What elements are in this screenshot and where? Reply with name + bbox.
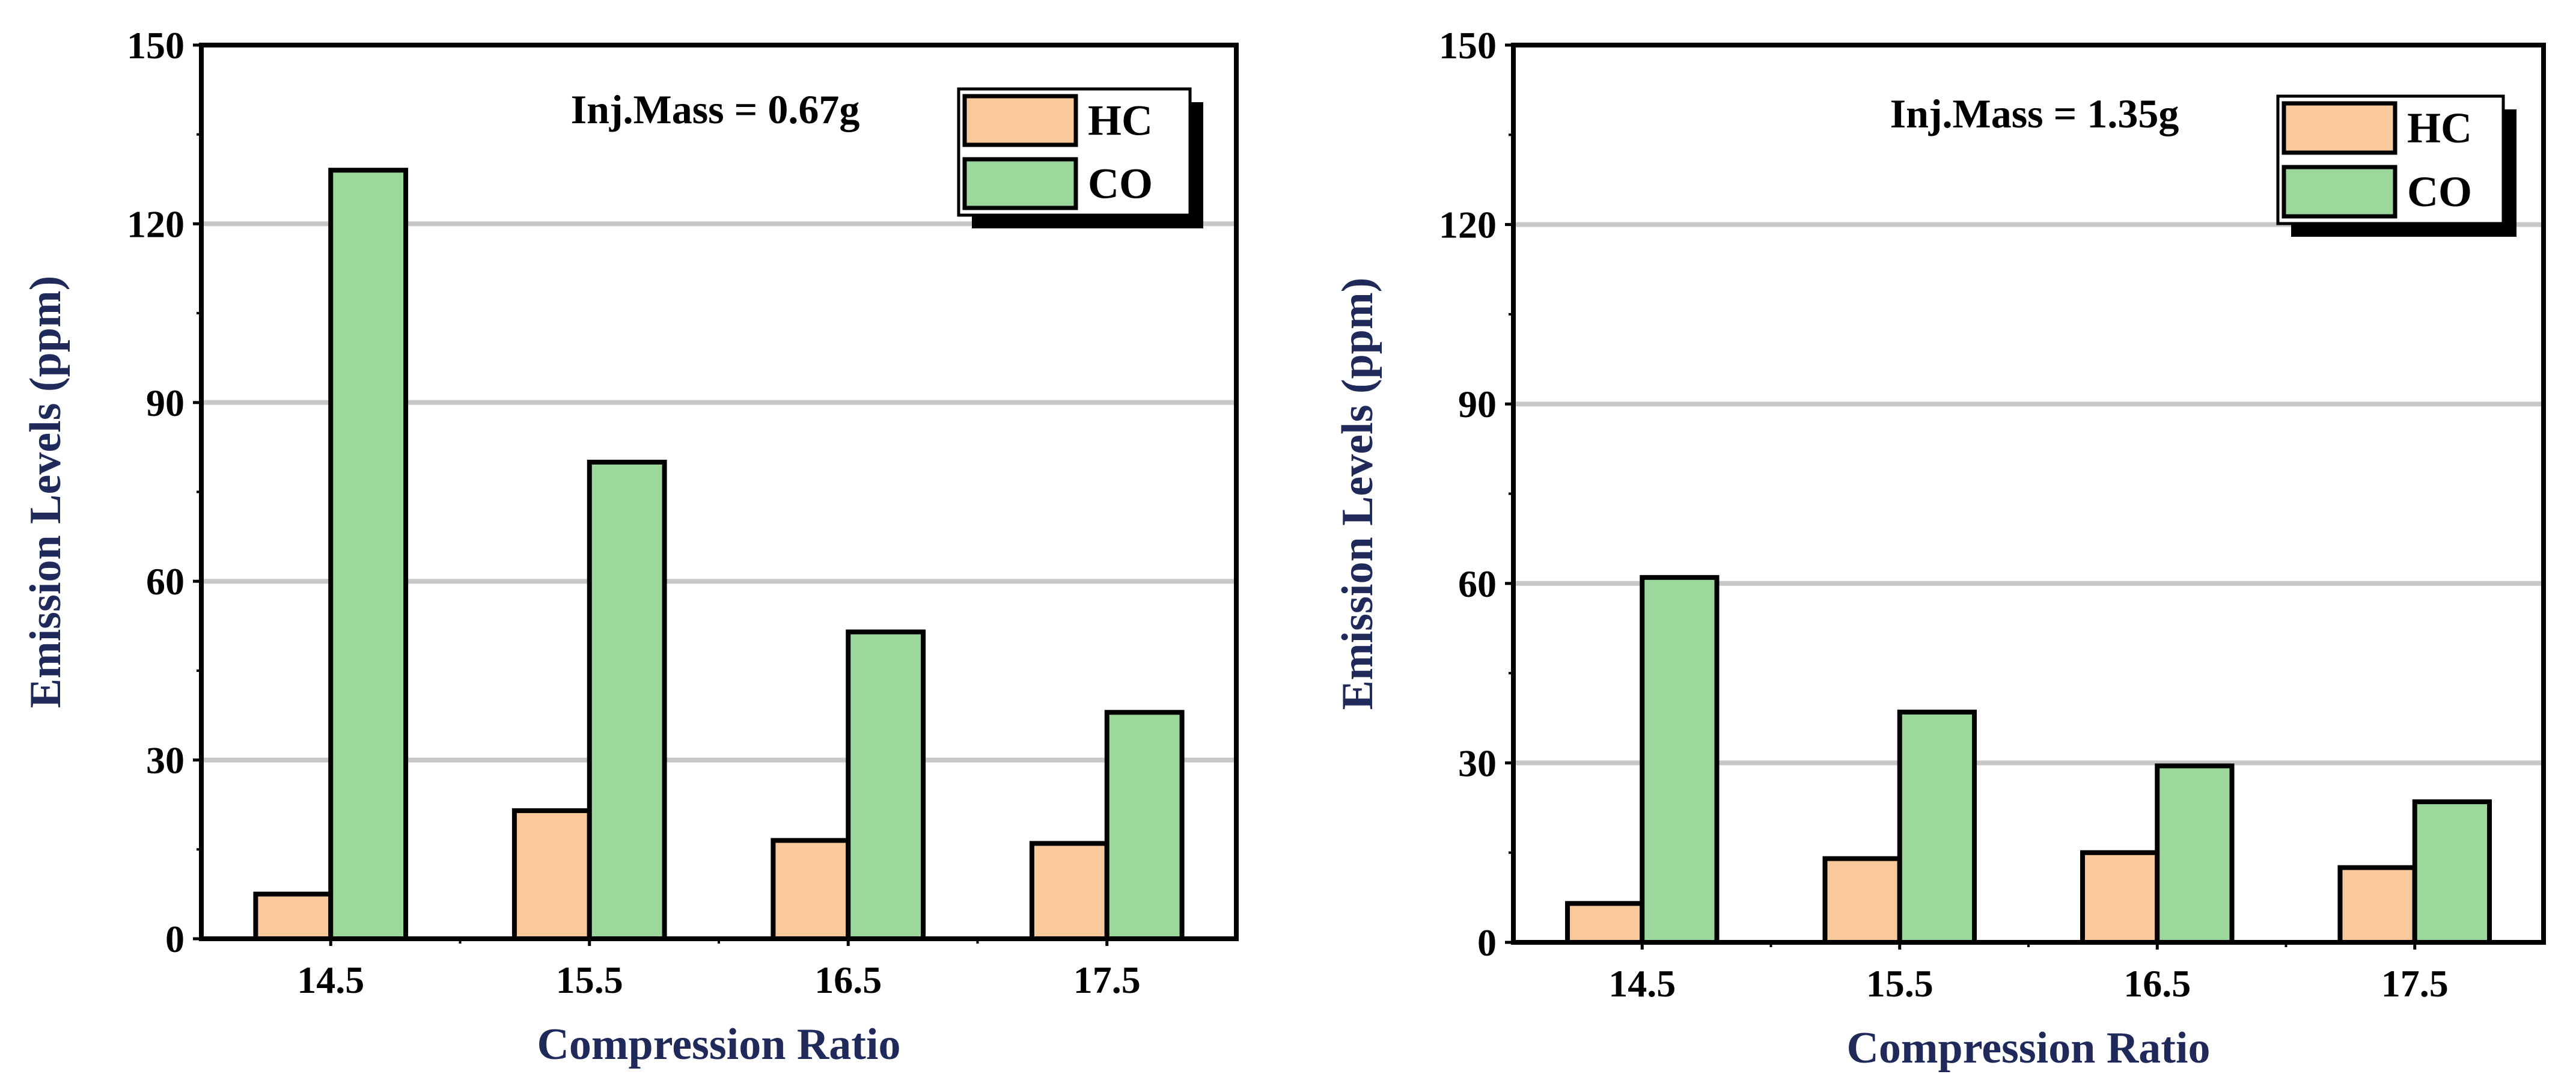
y-tick-label: 30 — [1458, 742, 1497, 784]
bar-co-17.5 — [1104, 710, 1185, 941]
bar-hc-16.5 — [2080, 850, 2160, 945]
y-tick-label: 90 — [1458, 383, 1497, 426]
legend-swatch-hc — [2281, 101, 2397, 155]
y-tick-label: 60 — [1458, 563, 1497, 605]
plot-frame — [1511, 43, 2546, 945]
y-tick-label: 90 — [146, 382, 185, 424]
bar-hc-17.5 — [1029, 841, 1109, 942]
bar-co-15.5 — [587, 459, 667, 941]
legend-label-hc: HC — [2407, 104, 2472, 152]
annotation: Inj.Mass = 1.35g — [1890, 91, 2179, 136]
x-axis-title: Compression Ratio — [537, 1020, 900, 1069]
legend-label-hc: HC — [1088, 97, 1153, 145]
x-tick-label: 14.5 — [1608, 962, 1676, 1005]
bar-hc-14.5 — [253, 891, 334, 942]
bar-hc-14.5 — [1564, 901, 1645, 945]
legend-label-co: CO — [2407, 168, 2472, 216]
y-tick-label: 30 — [146, 739, 185, 782]
legend: HC CO — [2276, 94, 2516, 237]
y-tick-label: 150 — [127, 24, 185, 67]
x-tick-label: 16.5 — [814, 959, 882, 1001]
x-tick-label: 16.5 — [2123, 962, 2191, 1005]
y-axis-title: Emission Levels (ppm) — [21, 276, 70, 709]
y-tick-label: 0 — [1477, 921, 1497, 964]
bar-co-15.5 — [1897, 709, 1977, 945]
y-tick-label: 60 — [146, 560, 185, 603]
bar-co-16.5 — [2155, 763, 2235, 945]
chart-panel-2: 14.5 15.5 16.5 17.5 0 30 60 90 120 150 Inj.Mass = … — [1333, 24, 2546, 1073]
bar-co-17.5 — [2412, 799, 2492, 945]
x-tick-label: 15.5 — [1866, 962, 1934, 1005]
bar-hc-15.5 — [1822, 856, 1902, 945]
legend-swatch-hc — [962, 94, 1078, 147]
legend-label-co: CO — [1088, 160, 1153, 208]
y-axis-title: Emission Levels (ppm) — [1333, 278, 1382, 710]
legend-swatch-co — [2281, 165, 2397, 219]
bar-co-16.5 — [846, 629, 926, 942]
x-tick-label: 17.5 — [1073, 959, 1141, 1001]
x-tick-label: 14.5 — [297, 959, 364, 1001]
bar-hc-17.5 — [2337, 865, 2417, 945]
x-tick-label: 15.5 — [556, 959, 623, 1001]
x-tick-label: 17.5 — [2381, 962, 2449, 1005]
legend-swatch-co — [962, 157, 1078, 210]
bar-co-14.5 — [328, 168, 409, 941]
chart-panel-1: 14.5 15.5 16.5 17.5 0 30 60 90 120 150 Inj.Mass = … — [21, 24, 1239, 1069]
y-tick-label: 120 — [127, 203, 185, 245]
y-tick-label: 150 — [1439, 24, 1497, 67]
bar-hc-16.5 — [771, 838, 851, 942]
legend: HC CO — [957, 87, 1203, 228]
y-tick-label: 120 — [1439, 204, 1497, 246]
y-tick-label: 0 — [165, 918, 185, 960]
bar-hc-15.5 — [511, 808, 592, 941]
annotation: Inj.Mass = 0.67g — [571, 87, 860, 132]
x-axis-title: Compression Ratio — [1846, 1023, 2210, 1073]
plot-frame — [199, 43, 1239, 941]
bar-co-14.5 — [1640, 575, 1720, 945]
